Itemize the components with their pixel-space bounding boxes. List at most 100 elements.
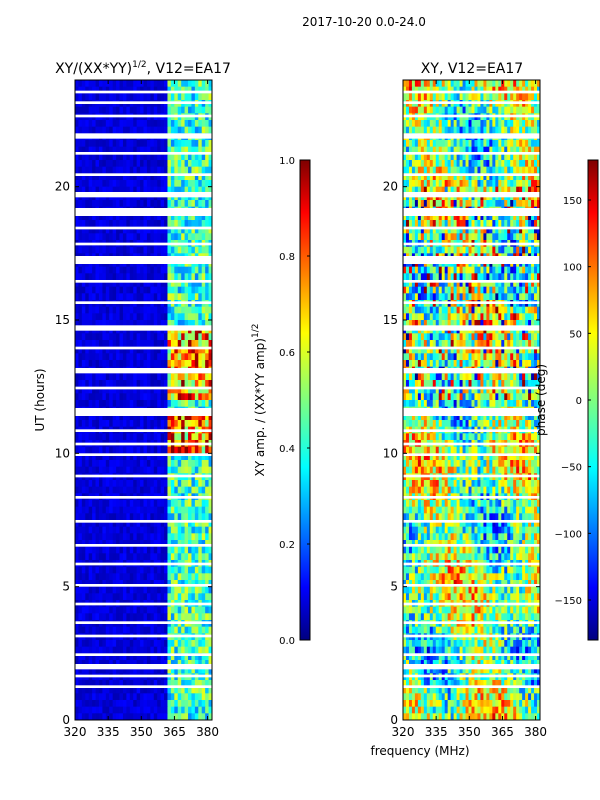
heatmap-cell	[174, 246, 179, 254]
heatmap-cell	[167, 586, 172, 594]
heatmap-cell	[143, 613, 148, 621]
heatmap-cell	[105, 413, 110, 421]
heatmap-cell	[78, 233, 83, 241]
heatmap-cell	[116, 446, 120, 454]
heatmap-cell	[459, 160, 463, 168]
heatmap-cell	[194, 146, 199, 154]
heatmap-cell	[119, 266, 124, 274]
heatmap-cell	[109, 646, 114, 654]
heatmap-cell	[92, 106, 96, 114]
heatmap-cell	[208, 686, 213, 694]
heatmap-cell	[98, 306, 103, 314]
heatmap-cell	[150, 220, 155, 228]
heatmap-cell	[160, 140, 165, 148]
heatmap-cell	[122, 593, 127, 601]
heatmap-cell	[486, 180, 490, 188]
heatmap-cell	[146, 393, 151, 401]
heatmap-cell	[92, 180, 96, 188]
heatmap-cell	[184, 173, 189, 181]
heatmap-cell	[191, 446, 196, 454]
heatmap-cell	[525, 126, 529, 134]
heatmap-cell	[98, 606, 103, 614]
heatmap-cell	[170, 226, 175, 234]
heatmap-cell	[153, 646, 158, 654]
heatmap-cell	[453, 153, 458, 161]
heatmap-cell	[133, 233, 138, 241]
heatmap-cell	[122, 186, 127, 194]
heatmap-cell	[188, 540, 192, 548]
heatmap-cell	[498, 140, 502, 148]
heatmap-cell	[429, 213, 434, 221]
heatmap-cell	[426, 186, 431, 194]
heatmap-cell	[88, 233, 93, 241]
heatmap-cell	[198, 660, 203, 668]
left-flagged-bands	[75, 90, 212, 688]
heatmap-cell	[198, 513, 203, 521]
heatmap-cell	[75, 200, 79, 208]
heatmap-cell	[483, 146, 487, 154]
heatmap-cell	[143, 266, 148, 274]
heatmap-cell	[164, 613, 168, 621]
heatmap-cell	[75, 580, 79, 588]
heatmap-cell	[112, 280, 117, 288]
heatmap-cell	[501, 160, 505, 168]
heatmap-cell	[143, 713, 148, 721]
heatmap-cell	[133, 106, 138, 114]
heatmap-cell	[129, 586, 134, 594]
heatmap-cell	[140, 140, 144, 148]
heatmap-cell	[423, 146, 428, 154]
heatmap-cell	[164, 666, 168, 674]
heatmap-cell	[153, 153, 158, 161]
heatmap-cell	[531, 166, 535, 174]
heatmap-cell	[525, 160, 529, 168]
heatmap-cell	[205, 93, 209, 101]
heatmap-cell	[477, 166, 481, 174]
heatmap-cell	[403, 86, 407, 94]
heatmap-cell	[534, 173, 538, 181]
heatmap-cell	[170, 373, 175, 381]
heatmap-cell	[119, 566, 124, 574]
heatmap-cell	[474, 213, 478, 221]
heatmap-cell	[153, 373, 158, 381]
heatmap-cell	[411, 213, 416, 221]
heatmap-cell	[119, 626, 124, 634]
heatmap-cell	[160, 433, 165, 441]
heatmap-cell	[498, 86, 502, 94]
heatmap-cell	[88, 353, 93, 361]
heatmap-cell	[441, 153, 446, 161]
heatmap-cell	[146, 166, 151, 174]
heatmap-cell	[486, 153, 490, 161]
heatmap-cell	[112, 306, 117, 314]
heatmap-cell	[136, 126, 141, 134]
heatmap-cell	[477, 93, 481, 101]
heatmap-cell	[112, 353, 117, 361]
heatmap-cell	[95, 340, 100, 348]
heatmap-cell	[188, 513, 192, 521]
heatmap-cell	[85, 693, 90, 701]
heatmap-cell	[133, 666, 138, 674]
heatmap-cell	[450, 86, 455, 94]
heatmap-cell	[122, 553, 127, 561]
heatmap-cell	[81, 553, 86, 561]
heatmap-cell	[198, 653, 203, 661]
heatmap-cell	[157, 166, 162, 174]
heatmap-cell	[501, 146, 505, 154]
heatmap-cell	[528, 213, 532, 221]
heatmap-cell	[112, 666, 117, 674]
heatmap-cell	[92, 713, 96, 721]
heatmap-cell	[75, 273, 79, 281]
heatmap-cell	[194, 700, 199, 708]
heatmap-cell	[102, 313, 107, 321]
heatmap-cell	[184, 486, 189, 494]
heatmap-cell	[102, 340, 107, 348]
heatmap-cell	[122, 666, 127, 674]
heatmap-cell	[405, 120, 410, 128]
heatmap-cell	[146, 286, 151, 294]
heatmap-cell	[105, 706, 110, 714]
heatmap-cell	[95, 413, 100, 421]
heatmap-cell	[522, 173, 526, 181]
heatmap-cell	[81, 93, 86, 101]
heatmap-cell	[170, 586, 175, 594]
heatmap-cell	[432, 220, 437, 228]
heatmap-cell	[75, 313, 79, 321]
